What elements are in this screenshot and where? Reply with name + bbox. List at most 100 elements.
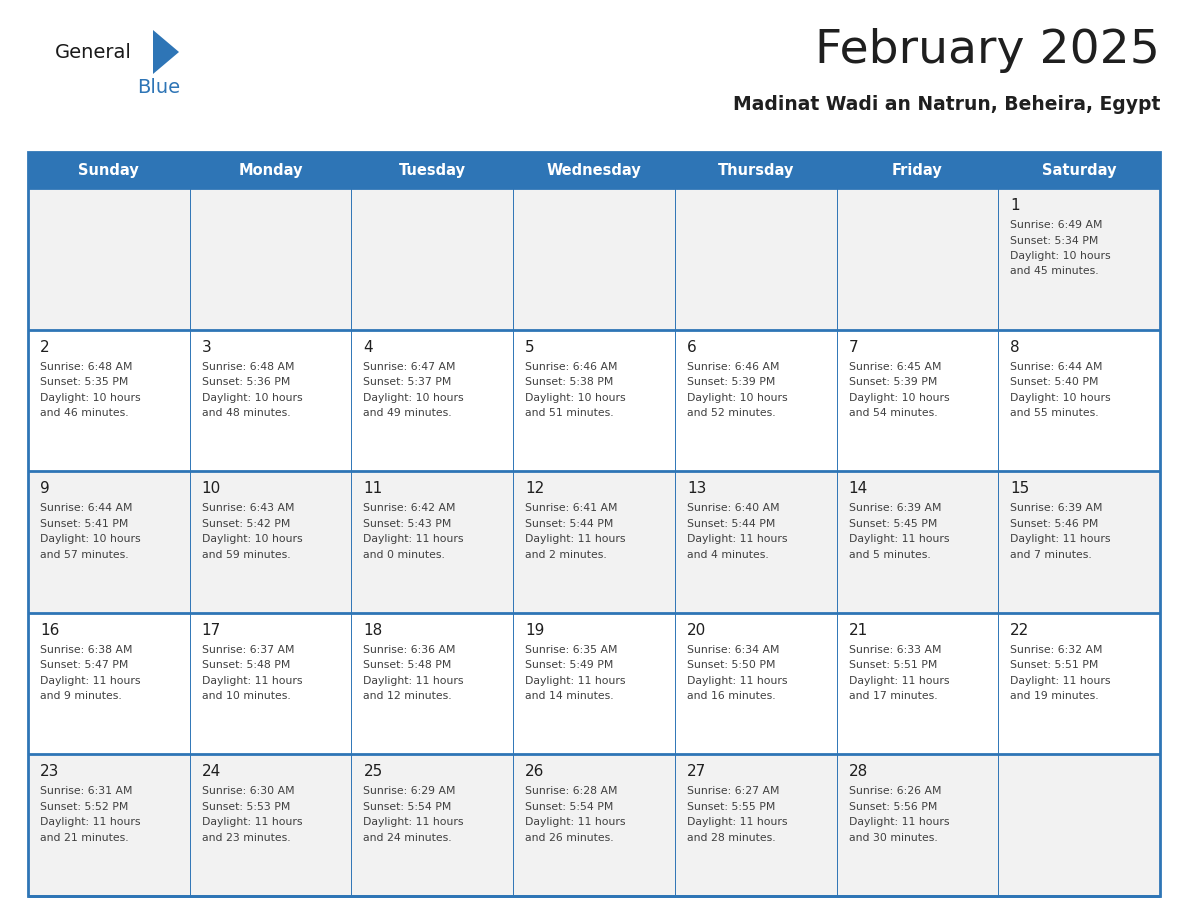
- Text: 25: 25: [364, 765, 383, 779]
- Text: Sunset: 5:45 PM: Sunset: 5:45 PM: [848, 519, 937, 529]
- Text: Daylight: 10 hours: Daylight: 10 hours: [687, 393, 788, 403]
- Text: Sunset: 5:36 PM: Sunset: 5:36 PM: [202, 377, 290, 387]
- Text: Sunset: 5:49 PM: Sunset: 5:49 PM: [525, 660, 613, 670]
- Text: and 28 minutes.: and 28 minutes.: [687, 833, 776, 843]
- Text: Daylight: 11 hours: Daylight: 11 hours: [525, 817, 626, 827]
- Text: Daylight: 10 hours: Daylight: 10 hours: [202, 393, 302, 403]
- Text: 4: 4: [364, 340, 373, 354]
- Polygon shape: [153, 30, 179, 74]
- Text: 3: 3: [202, 340, 211, 354]
- Text: Sunset: 5:53 PM: Sunset: 5:53 PM: [202, 802, 290, 812]
- Text: and 9 minutes.: and 9 minutes.: [40, 691, 121, 701]
- Text: and 54 minutes.: and 54 minutes.: [848, 409, 937, 418]
- Text: Wednesday: Wednesday: [546, 162, 642, 177]
- Text: Thursday: Thursday: [718, 162, 794, 177]
- Text: Daylight: 10 hours: Daylight: 10 hours: [40, 393, 140, 403]
- Text: Sunrise: 6:45 AM: Sunrise: 6:45 AM: [848, 362, 941, 372]
- Text: 28: 28: [848, 765, 867, 779]
- Text: Madinat Wadi an Natrun, Beheira, Egypt: Madinat Wadi an Natrun, Beheira, Egypt: [733, 95, 1159, 114]
- Text: and 0 minutes.: and 0 minutes.: [364, 550, 446, 560]
- Text: Sunday: Sunday: [78, 162, 139, 177]
- Text: and 46 minutes.: and 46 minutes.: [40, 409, 128, 418]
- Text: Sunset: 5:56 PM: Sunset: 5:56 PM: [848, 802, 937, 812]
- Text: 9: 9: [40, 481, 50, 497]
- Text: Sunrise: 6:39 AM: Sunrise: 6:39 AM: [1010, 503, 1102, 513]
- Text: and 17 minutes.: and 17 minutes.: [848, 691, 937, 701]
- Text: Sunrise: 6:41 AM: Sunrise: 6:41 AM: [525, 503, 618, 513]
- Text: Sunset: 5:48 PM: Sunset: 5:48 PM: [364, 660, 451, 670]
- Text: General: General: [55, 42, 132, 62]
- Text: 16: 16: [40, 622, 59, 638]
- Text: Sunrise: 6:46 AM: Sunrise: 6:46 AM: [687, 362, 779, 372]
- Text: Sunrise: 6:43 AM: Sunrise: 6:43 AM: [202, 503, 295, 513]
- Bar: [29, 613, 1159, 755]
- Text: Daylight: 11 hours: Daylight: 11 hours: [364, 534, 465, 544]
- Text: Sunrise: 6:30 AM: Sunrise: 6:30 AM: [202, 787, 295, 797]
- Text: Sunset: 5:52 PM: Sunset: 5:52 PM: [40, 802, 128, 812]
- Text: 15: 15: [1010, 481, 1030, 497]
- Text: Daylight: 11 hours: Daylight: 11 hours: [525, 534, 626, 544]
- Bar: [29, 755, 1159, 896]
- Bar: [29, 471, 1159, 613]
- Text: Sunrise: 6:26 AM: Sunrise: 6:26 AM: [848, 787, 941, 797]
- Text: and 19 minutes.: and 19 minutes.: [1010, 691, 1099, 701]
- Text: Daylight: 10 hours: Daylight: 10 hours: [202, 534, 302, 544]
- Text: Daylight: 11 hours: Daylight: 11 hours: [687, 817, 788, 827]
- Text: Daylight: 11 hours: Daylight: 11 hours: [687, 676, 788, 686]
- Text: Sunrise: 6:36 AM: Sunrise: 6:36 AM: [364, 644, 456, 655]
- Text: Daylight: 10 hours: Daylight: 10 hours: [1010, 251, 1111, 261]
- Bar: [29, 330, 1159, 471]
- Text: Sunset: 5:42 PM: Sunset: 5:42 PM: [202, 519, 290, 529]
- Text: 11: 11: [364, 481, 383, 497]
- Text: Sunrise: 6:39 AM: Sunrise: 6:39 AM: [848, 503, 941, 513]
- Text: and 49 minutes.: and 49 minutes.: [364, 409, 453, 418]
- Text: Daylight: 11 hours: Daylight: 11 hours: [40, 817, 140, 827]
- Text: Friday: Friday: [892, 162, 943, 177]
- Text: and 2 minutes.: and 2 minutes.: [525, 550, 607, 560]
- Text: Daylight: 11 hours: Daylight: 11 hours: [525, 676, 626, 686]
- Text: and 5 minutes.: and 5 minutes.: [848, 550, 930, 560]
- Text: Saturday: Saturday: [1042, 162, 1117, 177]
- Text: Daylight: 11 hours: Daylight: 11 hours: [202, 817, 302, 827]
- Text: and 26 minutes.: and 26 minutes.: [525, 833, 614, 843]
- Text: Sunrise: 6:44 AM: Sunrise: 6:44 AM: [1010, 362, 1102, 372]
- Text: Sunset: 5:41 PM: Sunset: 5:41 PM: [40, 519, 128, 529]
- Bar: [29, 152, 1159, 188]
- Text: 27: 27: [687, 765, 706, 779]
- Text: and 30 minutes.: and 30 minutes.: [848, 833, 937, 843]
- Text: Daylight: 11 hours: Daylight: 11 hours: [848, 676, 949, 686]
- Text: and 12 minutes.: and 12 minutes.: [364, 691, 453, 701]
- Text: 26: 26: [525, 765, 544, 779]
- Text: 24: 24: [202, 765, 221, 779]
- Text: Sunset: 5:34 PM: Sunset: 5:34 PM: [1010, 236, 1099, 245]
- Text: and 4 minutes.: and 4 minutes.: [687, 550, 769, 560]
- Text: Sunrise: 6:42 AM: Sunrise: 6:42 AM: [364, 503, 456, 513]
- Text: 20: 20: [687, 622, 706, 638]
- Text: Daylight: 11 hours: Daylight: 11 hours: [364, 817, 465, 827]
- Text: Daylight: 11 hours: Daylight: 11 hours: [364, 676, 465, 686]
- Text: Sunrise: 6:35 AM: Sunrise: 6:35 AM: [525, 644, 618, 655]
- Text: 12: 12: [525, 481, 544, 497]
- Text: 18: 18: [364, 622, 383, 638]
- Text: Sunset: 5:35 PM: Sunset: 5:35 PM: [40, 377, 128, 387]
- Text: and 51 minutes.: and 51 minutes.: [525, 409, 614, 418]
- Text: and 48 minutes.: and 48 minutes.: [202, 409, 290, 418]
- Text: Sunset: 5:54 PM: Sunset: 5:54 PM: [525, 802, 613, 812]
- Text: Daylight: 10 hours: Daylight: 10 hours: [848, 393, 949, 403]
- Text: and 45 minutes.: and 45 minutes.: [1010, 266, 1099, 276]
- Text: Sunset: 5:54 PM: Sunset: 5:54 PM: [364, 802, 451, 812]
- Text: 19: 19: [525, 622, 544, 638]
- Text: Daylight: 10 hours: Daylight: 10 hours: [1010, 393, 1111, 403]
- Text: 1: 1: [1010, 198, 1020, 213]
- Text: Sunset: 5:38 PM: Sunset: 5:38 PM: [525, 377, 613, 387]
- Text: and 24 minutes.: and 24 minutes.: [364, 833, 453, 843]
- Bar: [29, 152, 1159, 896]
- Text: Sunset: 5:48 PM: Sunset: 5:48 PM: [202, 660, 290, 670]
- Text: Daylight: 11 hours: Daylight: 11 hours: [1010, 676, 1111, 686]
- Text: Sunset: 5:37 PM: Sunset: 5:37 PM: [364, 377, 451, 387]
- Text: Sunset: 5:44 PM: Sunset: 5:44 PM: [687, 519, 776, 529]
- Text: Daylight: 10 hours: Daylight: 10 hours: [364, 393, 465, 403]
- Text: 7: 7: [848, 340, 858, 354]
- Text: 17: 17: [202, 622, 221, 638]
- Text: Sunrise: 6:49 AM: Sunrise: 6:49 AM: [1010, 220, 1102, 230]
